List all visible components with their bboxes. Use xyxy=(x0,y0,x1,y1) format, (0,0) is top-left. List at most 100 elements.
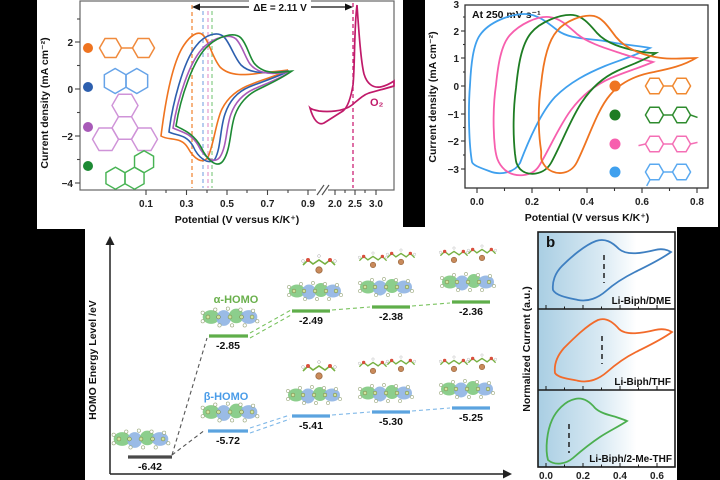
solvent-beta-4a-icon xyxy=(438,355,470,373)
para-methylbiphenyl-structure-icon xyxy=(645,107,698,123)
biphenyl-structure-icon xyxy=(100,39,155,58)
tl-ytick-0: 0 xyxy=(67,85,73,96)
tr-ytick-1: 1 xyxy=(453,54,459,65)
tr-ytick-m1: −1 xyxy=(448,110,460,121)
energy-x-axis-arrowhead-icon xyxy=(503,469,512,479)
tr-xtick-04: 0.4 xyxy=(580,197,594,208)
scan-rate-annotation: At 250 mV s⁻¹ xyxy=(472,9,541,21)
solvent-alpha-4a-icon xyxy=(438,246,470,264)
level-beta-4: -5.25 xyxy=(459,412,483,424)
b-xtick-04: 0.4 xyxy=(613,471,627,480)
energy-y-axis-arrowhead-icon xyxy=(105,236,115,245)
b-half-wave-markers xyxy=(568,255,605,453)
tr-xtick-00: 0.0 xyxy=(470,197,484,208)
dimethylbiphenyl-structure-icon xyxy=(638,136,698,152)
triphenylene-structure-icon xyxy=(91,93,159,152)
tr-y-axis-label: Current density (mA cm⁻²) xyxy=(427,31,439,162)
solvent-alpha-4b-icon xyxy=(466,244,498,262)
naphthalene-structure-icon xyxy=(103,67,149,95)
solvent-beta-3a-icon xyxy=(357,357,389,375)
biphenyl-structure-icon xyxy=(645,78,690,94)
cv-curve-dimethylbiphenyl xyxy=(492,16,656,177)
level-connectors xyxy=(171,302,451,456)
ortho-methylbiphenyl-structure-icon xyxy=(645,164,690,187)
b-y-axis-label: Normalized Current (a.u.) xyxy=(521,286,533,411)
tl-xtick-30: 3.0 xyxy=(369,199,383,210)
solvent-beta-3b-icon xyxy=(385,355,417,373)
b-xtick-00: 0.0 xyxy=(539,471,553,480)
legend-dot-biphenyl xyxy=(83,43,93,53)
molecule-alpha-3-icon xyxy=(358,277,414,297)
tl-ytick-2: 2 xyxy=(67,38,73,49)
panel-b: Normalized Current (a.u.) xyxy=(521,231,676,480)
delta-e-annotation: ΔE = 2.11 V xyxy=(192,0,353,14)
b-curve-dme xyxy=(551,239,673,302)
solvent-alpha-3a-icon xyxy=(357,251,389,269)
cv-curve-ortho-methylbiphenyl xyxy=(468,13,653,175)
molecule-beta-2-icon xyxy=(286,385,342,405)
level-beta-1: -5.72 xyxy=(216,435,240,447)
level-ground: -6.42 xyxy=(138,461,162,473)
molecule-alpha-4-icon xyxy=(440,272,496,292)
molecule-ground-icon xyxy=(111,428,171,450)
cv-curves-tl xyxy=(160,4,395,165)
molecule-beta-1-icon xyxy=(200,401,260,423)
legend-dot-para-methylbiphenyl xyxy=(609,109,621,121)
delta-e-label: ΔE = 2.11 V xyxy=(253,3,307,14)
legend-dot-dimethylbiphenyl xyxy=(609,138,621,150)
tl-xtick-25: 2.5 xyxy=(348,199,362,210)
tr-xtick-02: 0.2 xyxy=(525,197,539,208)
panel-cv-potassium-aromatics: 2 0 −2 −4 0.1 0.3 0.5 0.7 0.9 2.0 2.5 3.… xyxy=(37,0,403,229)
tr-ytick-3: 3 xyxy=(453,0,459,11)
tr-ytick-0: 0 xyxy=(453,82,459,93)
plot-frame xyxy=(79,0,395,191)
tl-x-axis-label: Potential (V versus K/K⁺) xyxy=(175,214,300,226)
tr-ytick-2: 2 xyxy=(453,27,459,38)
tl-ytick-m2: −2 xyxy=(62,132,74,143)
b-trace-label-dme: Li-Biph/DME xyxy=(612,296,672,307)
b-plot-frame xyxy=(537,231,676,468)
legend-dot-ortho-methylbiphenyl xyxy=(609,166,621,178)
legend-dot-biphenyl xyxy=(609,80,621,92)
tl-xtick-09: 0.9 xyxy=(301,199,315,210)
axis-break-bottom xyxy=(316,184,330,196)
legend-dot-naphthalene xyxy=(83,82,93,92)
solvent-beta-4b-icon xyxy=(466,353,498,371)
energy-diagram: HOMO Energy Level /eV xyxy=(87,236,512,479)
tl-ytick-m4: −4 xyxy=(62,179,74,190)
panel-cv-biphenyl-derivatives: 3 2 1 0 −1 −2 −3 0.0 0.2 0.4 0.6 0.8 Pot… xyxy=(425,0,718,227)
tl-ticks xyxy=(75,18,377,195)
level-beta-2: -5.41 xyxy=(299,420,323,432)
alpha-level-bars xyxy=(209,300,490,338)
molecule-beta-3-icon xyxy=(358,383,414,403)
energy-y-axis-label: HOMO Energy Level /eV xyxy=(87,300,99,420)
solvent-alpha-3b-icon xyxy=(385,248,417,266)
level-beta-3: -5.30 xyxy=(379,416,403,428)
legend-dot-phenanthrene xyxy=(83,161,93,171)
cv-curve-biphenyl xyxy=(537,14,700,174)
cv-curve-para-methylbiphenyl xyxy=(512,14,660,175)
tr-ticks xyxy=(461,16,698,193)
tr-ytick-m3: −3 xyxy=(448,165,460,176)
b-xtick-06: 0.6 xyxy=(650,471,664,480)
b-curve-2methf xyxy=(545,397,629,465)
tr-x-axis-label: Potential (V versus K/K⁺) xyxy=(525,212,650,224)
tl-legend xyxy=(83,39,159,190)
b-trace-label-thf: Li-Biph/THF xyxy=(614,377,671,388)
b-xtick-02: 0.2 xyxy=(576,471,590,480)
tr-xtick-06: 0.6 xyxy=(635,197,649,208)
cv-curve-o2 xyxy=(308,4,395,125)
tr-xtick-08: 0.8 xyxy=(690,197,704,208)
tl-xtick-01: 0.1 xyxy=(139,199,153,210)
cv-plot-tr: 3 2 1 0 −1 −2 −3 0.0 0.2 0.4 0.6 0.8 Pot… xyxy=(427,0,709,224)
cv-curve-phenanthrene xyxy=(175,34,295,165)
alpha-homo-label: α-HOMO xyxy=(214,294,259,306)
level-alpha-4: -2.36 xyxy=(459,306,483,318)
level-alpha-3: -2.38 xyxy=(379,311,403,323)
b-curve-thf xyxy=(553,318,674,383)
solvent-alpha-2-icon xyxy=(300,253,338,275)
tl-xtick-05: 0.5 xyxy=(220,199,234,210)
phenanthrene-structure-icon xyxy=(105,149,155,190)
b-trace-label-2methf: Li-Biph/2-Me-THF xyxy=(589,454,672,465)
